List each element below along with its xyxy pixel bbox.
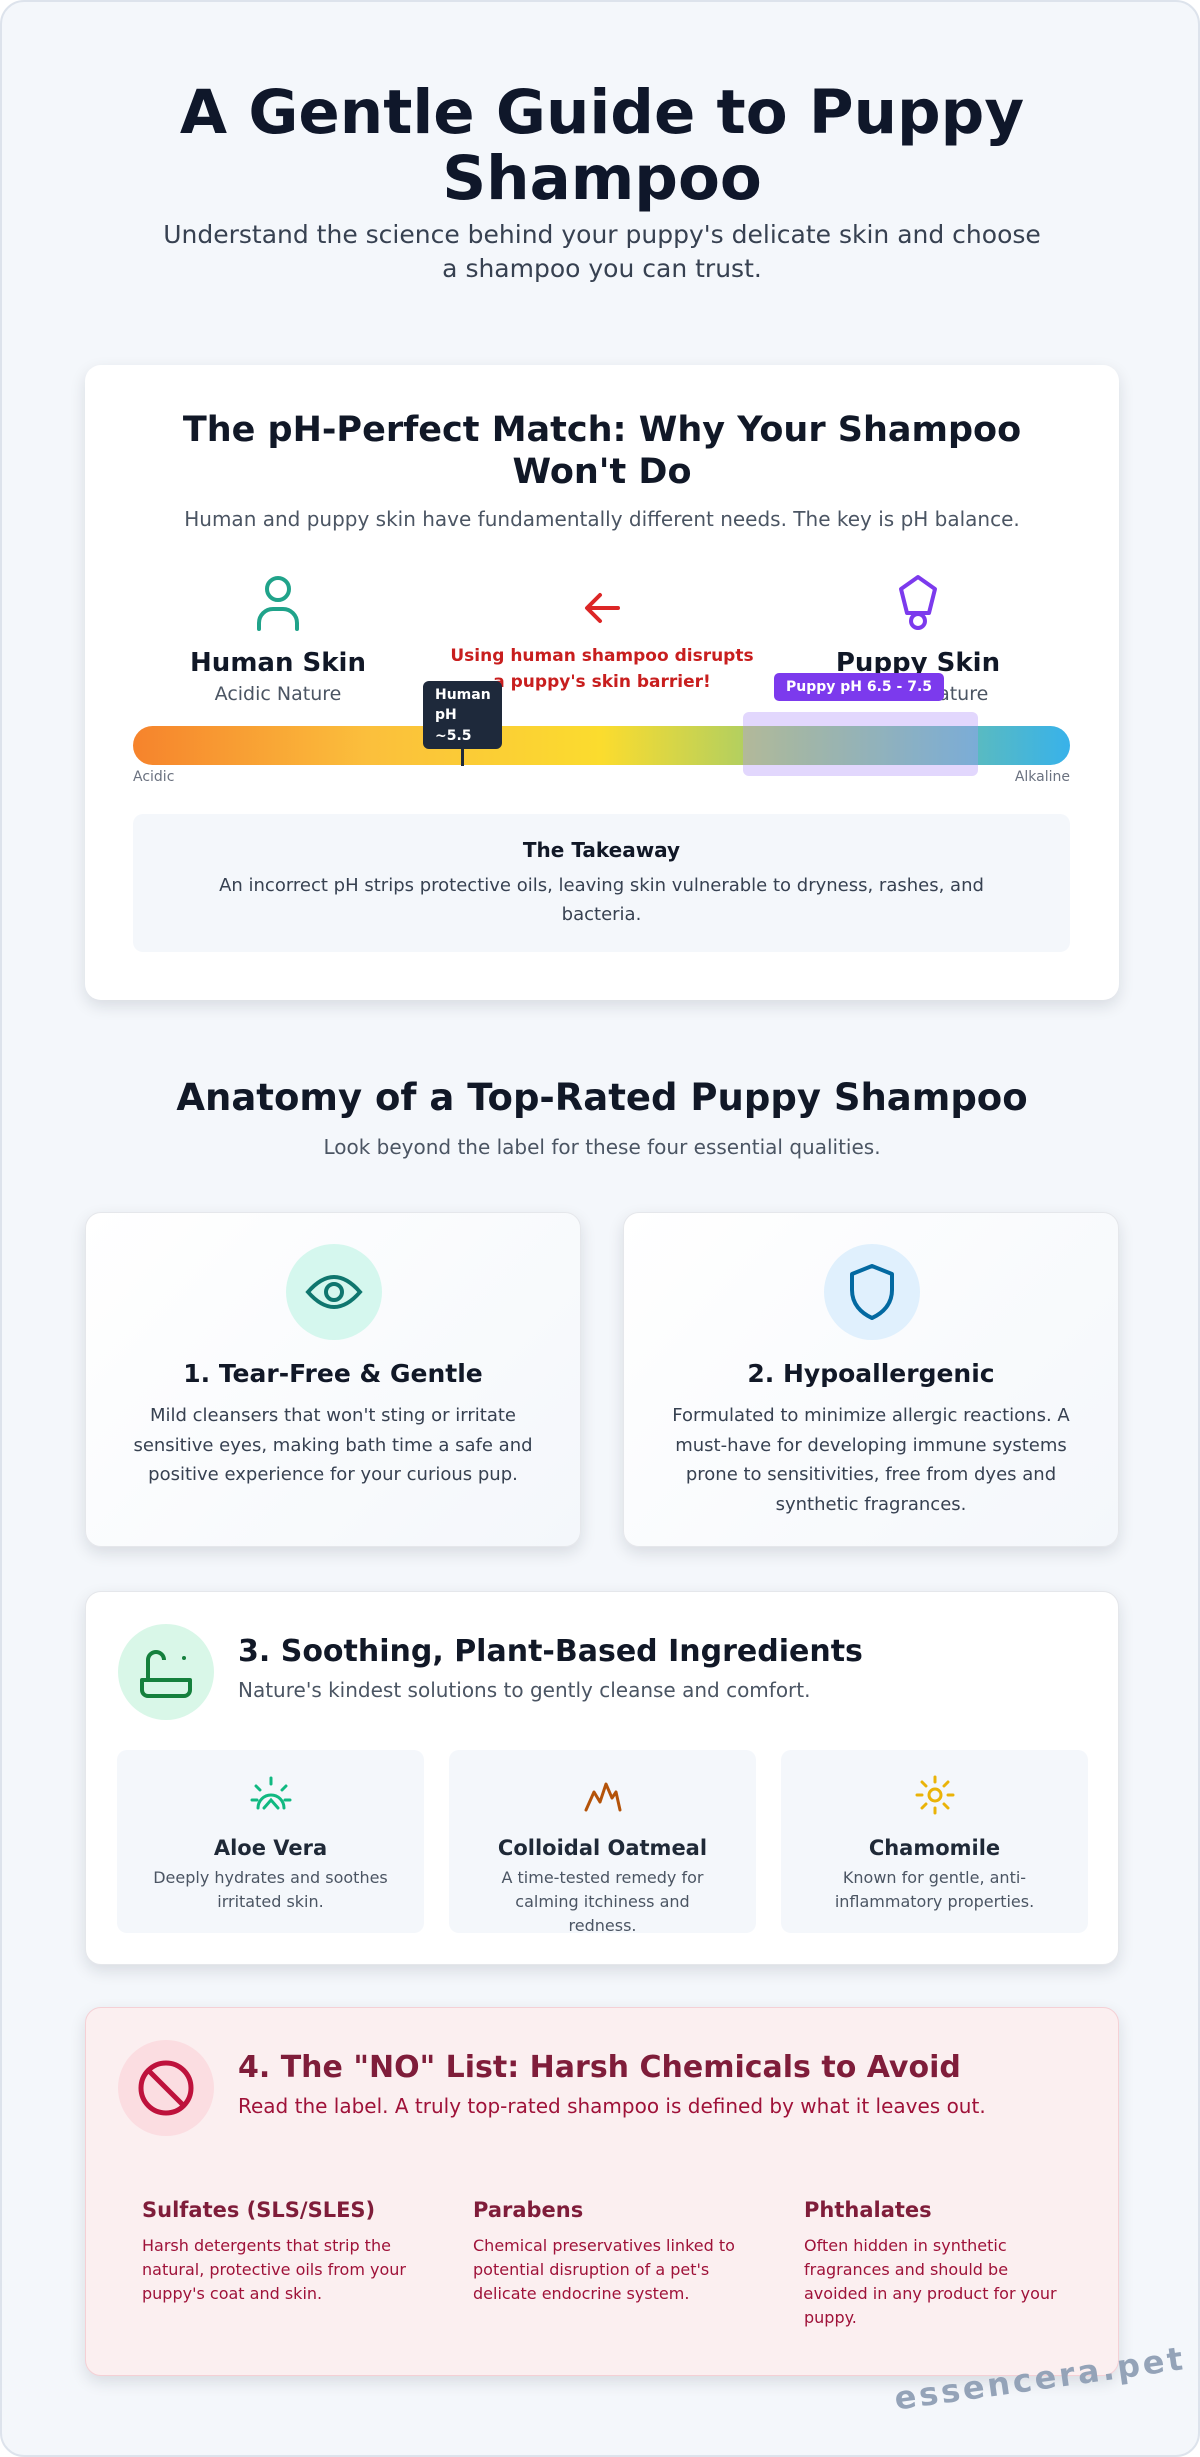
takeaway-box: The Takeaway An incorrect pH strips prot… [133, 814, 1070, 952]
oat-icon [584, 1782, 622, 1812]
ingredient: Chamomile Known for gentle, anti-inflamm… [781, 1750, 1088, 1933]
feature-title: 2. Hypoallergenic [747, 1359, 995, 1388]
ingredient-name: Chamomile [868, 1836, 1001, 1860]
feature-card: 1. Tear-Free & Gentle Mild cleansers tha… [85, 1212, 581, 1547]
ingredient-text: Deeply hydrates and soothes irritated sk… [153, 1868, 388, 1911]
ph-subtitle: Human and puppy skin have fundamentally … [184, 507, 1020, 531]
avoid-card: 4. The "NO" List: Harsh Chemicals to Avo… [85, 2007, 1119, 2376]
human-label: Human Skin [190, 648, 366, 678]
human-marker-line [461, 740, 464, 766]
human-icon [257, 576, 299, 631]
human-marker: Human pH ~5.5 [423, 681, 502, 749]
arrow-icon [585, 593, 620, 623]
feature-card: 2. Hypoallergenic Formulated to minimize… [623, 1212, 1119, 1547]
ingredient: Aloe Vera Deeply hydrates and soothes ir… [117, 1750, 424, 1933]
avoid-title: 4. The "NO" List: Harsh Chemicals to Avo… [238, 2050, 961, 2085]
shield-icon [824, 1244, 920, 1340]
puppy-range-label: Puppy pH 6.5 - 7.5 [774, 673, 944, 701]
puppy-icon [899, 575, 937, 630]
ph-card: The pH-Perfect Match: Why Your Shampoo W… [85, 365, 1119, 1000]
ingredient: Colloidal Oatmeal A time-tested remedy f… [449, 1750, 756, 1935]
ingredient-name: Colloidal Oatmeal [497, 1836, 708, 1860]
ph-bar [133, 726, 1070, 765]
avoid-item: Phthalates Often hidden in synthetic frag… [804, 2198, 1074, 2330]
aloe-icon [250, 1776, 292, 1810]
avoid-name: Parabens [473, 2198, 584, 2222]
ingredients-card: 3. Soothing, Plant-Based Ingredients Nat… [85, 1591, 1119, 1965]
ingredient-text: A time-tested remedy for calming itchine… [501, 1868, 704, 1935]
avoid-text: Often hidden in synthetic fragrances and… [804, 2236, 1057, 2327]
avoid-text: Chemical preservatives linked to potenti… [473, 2236, 735, 2303]
bath-icon [118, 1624, 214, 1720]
avoid-item: Sulfates (SLS/SLES) Harsh detergents that… [142, 2198, 412, 2306]
warning-text: Using human shampoo disrupts a puppy's s… [450, 646, 754, 692]
avoid-name: Sulfates (SLS/SLES) [142, 2198, 376, 2222]
takeaway-text: An incorrect pH strips protective oils, … [219, 875, 984, 925]
anatomy-title: Anatomy of a Top-Rated Puppy Shampoo [176, 1076, 1028, 1119]
scale-left: Acidic [133, 769, 175, 785]
anatomy-subtitle: Look beyond the label for these four ess… [323, 1135, 881, 1159]
ph-title: The pH-Perfect Match: Why Your Shampoo W… [182, 410, 1022, 492]
ingredients-subtitle: Nature's kindest solutions to gently cle… [238, 1678, 811, 1702]
puppy-range [743, 712, 978, 776]
page-subtitle: Understand the science behind your puppy… [163, 220, 1041, 283]
sun-icon [915, 1775, 955, 1815]
feature-text: Mild cleansers that won't sting or irrit… [133, 1405, 533, 1486]
avoid-name: Phthalates [804, 2198, 932, 2222]
avoid-subtitle: Read the label. A truly top-rated shampo… [238, 2094, 986, 2118]
takeaway-title: The Takeaway [522, 838, 681, 862]
eye-icon [286, 1244, 382, 1340]
feature-text: Formulated to minimize allergic reaction… [672, 1405, 1070, 1516]
ingredient-name: Aloe Vera [213, 1836, 328, 1860]
page-title: A Gentle Guide to Puppy Shampoo [179, 77, 1025, 214]
human-note: Acidic Nature [214, 683, 342, 705]
ban-icon [118, 2040, 214, 2136]
scale-right: Alkaline [1014, 769, 1070, 785]
ingredients-title: 3. Soothing, Plant-Based Ingredients [238, 1634, 863, 1669]
avoid-item: Parabens Chemical preservatives linked to… [473, 2198, 743, 2306]
ingredient-text: Known for gentle, anti-inflammatory prop… [834, 1868, 1035, 1911]
feature-title: 1. Tear-Free & Gentle [183, 1359, 483, 1388]
avoid-text: Harsh detergents that strip the natural,… [142, 2236, 406, 2303]
